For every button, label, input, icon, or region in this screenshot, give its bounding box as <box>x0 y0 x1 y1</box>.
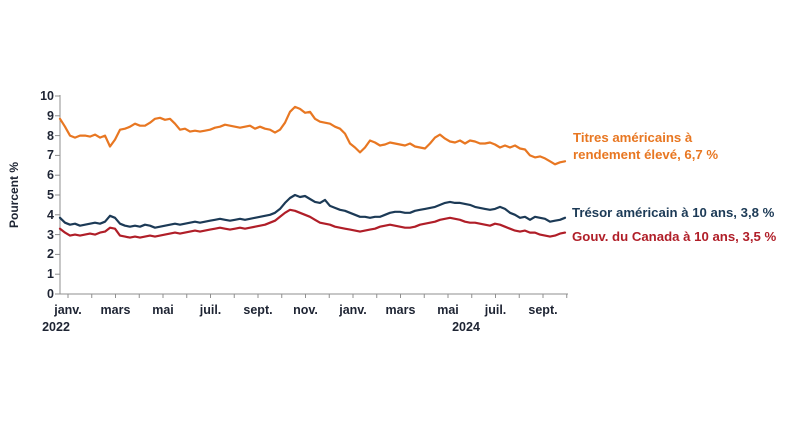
x-tick-label: sept. <box>528 303 558 317</box>
axes <box>55 95 568 298</box>
y-tick-label: 10 <box>40 89 54 103</box>
legend-high-yield-line1: Titres américains à <box>573 130 693 145</box>
series-line-1 <box>58 193 567 229</box>
x-year-label: 2024 <box>452 320 480 334</box>
x-tick-label: mai <box>152 303 174 317</box>
x-tick-label: mars <box>100 303 131 317</box>
legend-treasury: Trésor américain à 10 ans, 3,8 % <box>572 205 775 220</box>
y-tick-label: 9 <box>47 108 54 123</box>
y-tick-label: 5 <box>47 188 54 202</box>
x-tick-label: mai <box>437 303 459 317</box>
legend-canada: Gouv. du Canada à 10 ans, 3,5 % <box>572 229 777 244</box>
y-tick-label: 8 <box>47 128 54 143</box>
x-year-label: 2022 <box>42 320 70 334</box>
x-tick-label: juil. <box>484 303 507 317</box>
y-tick-label: 7 <box>47 148 54 163</box>
y-tick-label: 1 <box>47 267 54 282</box>
series-line-2 <box>58 208 567 239</box>
x-tick-label: nov. <box>293 303 318 317</box>
series-line-0 <box>58 105 567 166</box>
y-tick-label: 3 <box>47 227 54 242</box>
x-tick-label: janv. <box>339 303 367 317</box>
y-tick-label: 2 <box>47 247 54 262</box>
legend-high-yield: Titres américains à rendement élevé, 6,7… <box>573 129 718 163</box>
y-tick-label: 0 <box>47 287 54 301</box>
x-tick-label: sept. <box>243 303 273 317</box>
x-tick-label: mars <box>385 303 416 317</box>
x-tick-label: janv. <box>54 303 82 317</box>
y-axis-title: Pourcent % <box>7 161 21 229</box>
x-tick-label: juil. <box>199 303 222 317</box>
y-tick-label: 4 <box>47 207 54 222</box>
legend-high-yield-line2: rendement élevé, 6,7 % <box>573 147 719 162</box>
y-tick-label: 6 <box>47 168 54 183</box>
